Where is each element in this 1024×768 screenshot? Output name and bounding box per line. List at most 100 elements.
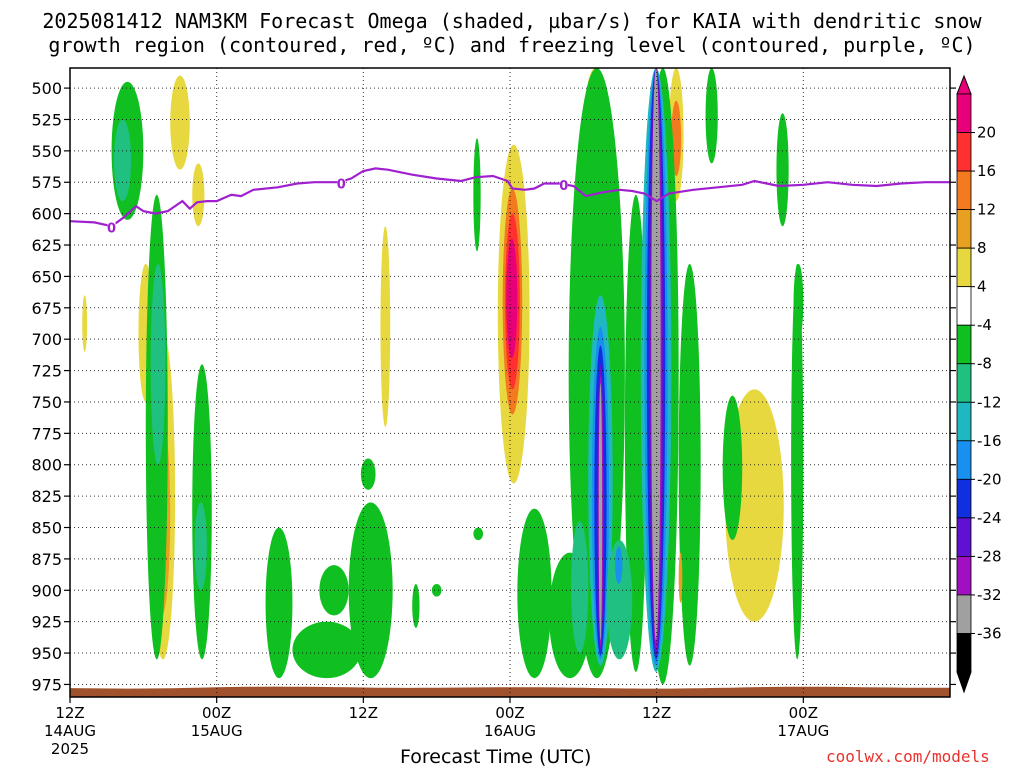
colorbar-swatch [956, 517, 972, 557]
omega-region-green [360, 458, 376, 490]
x-tick-date: 16AUG [484, 722, 536, 740]
colorbar-swatch [956, 132, 972, 172]
x-tick-label: 12Z [642, 704, 671, 722]
x-axis-label: Forecast Time (UTC) [400, 746, 592, 768]
omega-region-green [431, 584, 442, 597]
chart-title-line2: growth region (contoured, red, ºC) and f… [48, 33, 976, 57]
omega-region-orange [678, 552, 683, 603]
colorbar-swatch [956, 93, 972, 133]
y-tick-label: 550 [31, 142, 62, 161]
freezing-level-line [70, 167, 950, 228]
colorbar: 20 16 12 8 4 -4 -8 -12 -16 -20 -24 -28 -32 -36 [956, 74, 1002, 694]
freezing-level-contour: 0 0 0 [70, 167, 950, 236]
ground-surface [70, 686, 950, 697]
colorbar-label: -8 [977, 355, 992, 373]
colorbar-swatch [956, 209, 972, 249]
omega-region-green [265, 527, 293, 679]
colorbar-label: 12 [977, 201, 996, 219]
x-tick-label: 12Z [349, 704, 378, 722]
colorbar-label: -12 [977, 393, 1002, 411]
colorbar-swatch [956, 363, 972, 403]
y-tick-label: 825 [31, 487, 62, 506]
y-tick-label: 675 [31, 299, 62, 318]
x-tick-date: 17AUG [777, 722, 829, 740]
omega-region-green [722, 395, 743, 541]
x-tick-date: 15AUG [191, 722, 243, 740]
omega-region-magenta [506, 238, 518, 359]
freezing-level-label-bg [107, 221, 116, 234]
freezing-level-label: 0 [337, 178, 346, 193]
colorbar-label: 4 [977, 278, 987, 296]
colorbar-swatch [956, 247, 972, 288]
y-tick-label: 500 [31, 79, 62, 98]
grid-lines [70, 68, 950, 697]
colorbar-swatch [956, 324, 972, 365]
x-tick-label: 12Z [55, 704, 84, 722]
freezing-level-label-bg [337, 177, 346, 190]
omega-region-blue [615, 546, 623, 585]
omega-region-green [517, 508, 552, 679]
y-tick-label: 650 [31, 267, 62, 286]
y-tick-label: 750 [31, 393, 62, 412]
y-tick-label: 975 [31, 675, 62, 694]
omega-region-yellow [380, 226, 391, 428]
freezing-level-label: 0 [107, 221, 116, 236]
omega-region-cyan [606, 540, 633, 660]
colorbar-swatch [956, 286, 972, 326]
y-tick-label: 925 [31, 613, 62, 632]
colorbar-label: 8 [977, 239, 987, 257]
colorbar-swatch [956, 556, 972, 596]
omega-region-green [473, 527, 484, 541]
y-tick-label: 725 [31, 362, 62, 381]
y-tick-label: 575 [31, 173, 62, 192]
x-tick-date: 14AUG [44, 722, 96, 740]
omega-region-teal [114, 119, 132, 202]
y-tick-label: 800 [31, 456, 62, 475]
ground-layer [70, 686, 950, 697]
chart-title-line1: 2025081412 NAM3KM Forecast Omega (shaded… [42, 9, 982, 33]
y-tick-label: 875 [31, 550, 62, 569]
omega-region-black [651, 68, 661, 641]
y-tick-label: 900 [31, 581, 62, 600]
colorbar-label: -28 [977, 547, 1002, 565]
omega-region-green [791, 263, 804, 660]
omega-region-teal [571, 521, 589, 654]
y-tick-label: 775 [31, 424, 62, 443]
omega-shading [82, 68, 804, 685]
y-tick-label: 950 [31, 644, 62, 663]
y-tick-label: 600 [31, 205, 62, 224]
credit-link[interactable]: coolwx.com/models [826, 747, 990, 766]
omega-region-yellow [192, 163, 205, 227]
colorbar-swatch [956, 440, 972, 480]
x-tick-label: 00Z [789, 704, 818, 722]
omega-region-teal [150, 263, 166, 465]
omega-region-yellow [170, 75, 190, 170]
y-tick-label: 850 [31, 519, 62, 538]
colorbar-top-arrow [956, 74, 972, 95]
y-tick-label: 700 [31, 330, 62, 349]
omega-region-green [473, 138, 481, 252]
omega-region-green [705, 68, 718, 164]
y-tick-label: 525 [31, 110, 62, 129]
omega-region-green [793, 263, 804, 340]
colorbar-label: -16 [977, 432, 1002, 450]
omega-region-yellow [82, 295, 88, 352]
omega-region-green [776, 113, 789, 227]
colorbar-label: -4 [977, 316, 992, 334]
colorbar-swatch [956, 401, 972, 442]
x-tick-year: 2025 [51, 740, 89, 758]
x-tick-label: 00Z [495, 704, 524, 722]
colorbar-swatch [956, 633, 972, 673]
omega-region-green [292, 621, 361, 679]
colorbar-label: -32 [977, 586, 1002, 604]
colorbar-swatch [956, 478, 972, 519]
freezing-level-label-bg [559, 178, 568, 191]
colorbar-label: 16 [977, 162, 996, 180]
freezing-level-label: 0 [559, 179, 568, 194]
y-axis-ticks: 500 525 550 575 600 625 650 675 700 725 750 775 800 8… [31, 79, 956, 694]
colorbar-label: 20 [977, 124, 996, 142]
omega-region-black [598, 383, 603, 641]
colorbar-label: -24 [977, 509, 1002, 527]
